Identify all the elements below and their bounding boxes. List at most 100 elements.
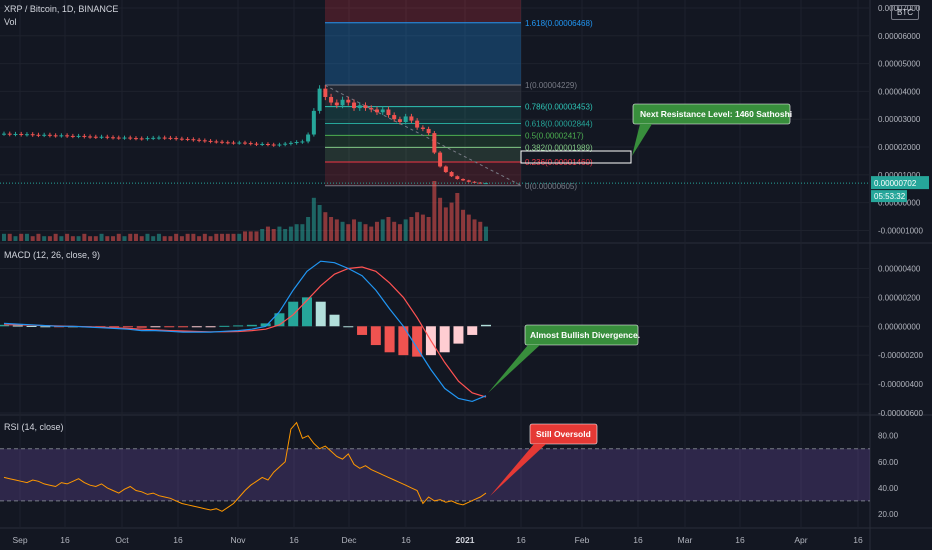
volume-bar [59,236,64,241]
price-candle [116,137,121,139]
rsi-tick-label: 60.00 [878,458,899,467]
price-candle [311,110,316,135]
volume-bar [397,224,402,241]
volume-bar [208,236,213,241]
macd-tick-label: 0.00000200 [878,293,921,302]
macd-histogram-bar [481,324,491,327]
price-candle [334,102,339,106]
volume-bar [311,197,316,241]
price-candle [47,134,52,136]
price-candle [65,135,70,137]
volume-bar [13,236,18,241]
macd-histogram-bar [246,324,257,327]
rsi-label[interactable]: RSI (14, close) [4,422,64,432]
rsi-tick-label: 80.00 [878,432,899,441]
price-candle [111,137,116,139]
time-tick-label: 16 [735,535,745,545]
volume-bar [386,217,391,241]
price-candle [397,119,402,122]
volume-bar [380,219,385,241]
price-tick-label: 0.00003000 [878,115,921,124]
price-tick-label: 0.00006000 [878,32,921,41]
volume-bar [352,219,357,241]
price-candle [455,176,460,179]
time-tick-label: 16 [516,535,526,545]
fib-zone [325,147,521,163]
price-candle [133,138,138,140]
price-candle [122,137,127,139]
volume-bar [139,236,144,241]
volume-bar [466,214,471,241]
price-candle [472,181,477,183]
macd-histogram-bar [301,297,312,327]
fib-trend-line [324,84,522,186]
volume-bar [185,233,190,241]
price-candle [323,88,328,97]
price-candle [82,135,87,137]
macd-line [3,260,487,403]
volume-bar [300,224,305,241]
price-candle [260,143,265,145]
macd-histogram-bar [205,326,216,328]
volume-bar [220,233,225,241]
price-candle [392,115,397,120]
fib-level-label: 0(0.00000605) [525,182,577,191]
macd-histogram-bar [370,326,381,346]
fib-level-label: 0.382(0.00001989) [525,143,593,152]
time-tick-label: Feb [575,535,590,545]
price-candle [42,134,47,136]
price-candle [208,140,213,142]
volume-bar [105,236,110,241]
macd-histogram-bar [0,324,9,327]
price-candle [426,128,431,134]
volume-bar [472,219,477,241]
macd-histogram-bar [150,326,161,328]
volume-bar [294,224,299,241]
fib-level-label: 0.5(0.00002417) [525,131,584,140]
volume-bar [70,236,75,241]
currency-badge[interactable]: BTC [891,5,919,20]
price-candle [151,137,156,139]
volume-bar [156,233,161,241]
fib-level-label: 1(0.00004229) [525,81,577,90]
countdown-tag [871,190,907,203]
price-candle [231,142,236,144]
volume-bar [122,236,127,241]
resistance-highlight-box [520,150,632,164]
fib-level-label: 1.618(0.00006468) [525,19,593,28]
macd-label[interactable]: MACD (12, 26, close, 9) [4,250,101,260]
symbol-title[interactable]: XRP / Bitcoin, 1D, BINANCE [4,4,119,14]
price-candle [363,105,368,109]
macd-histogram-bar [164,326,175,328]
divergence-callout-pointer [488,345,540,393]
volume-bar [42,236,47,241]
volume-bar [317,205,322,241]
price-tick-label: 0.00001000 [878,171,921,180]
volume-bar [283,229,288,241]
price-candle [59,135,64,137]
divergence-callout-text: Almost Bullish Divergence. [530,330,640,340]
macd-histogram-bar [233,325,244,327]
price-candle [139,138,144,140]
volume-bar [225,233,230,241]
price-candle [432,133,437,153]
macd-tick-label: -0.00000200 [878,351,923,360]
price-candle [179,138,184,140]
macd-histogram-bar [109,326,120,328]
time-tick-label: 16 [60,535,70,545]
price-candle [156,137,161,139]
volume-bar [36,233,41,241]
volume-label[interactable]: Vol [4,17,17,27]
volume-bar [323,212,328,241]
price-candle [145,138,150,140]
macd-histogram-bar [219,325,230,327]
macd-histogram-bar [191,326,202,328]
price-candle [248,143,253,145]
price-candle [202,140,207,142]
macd-histogram-bar [453,326,464,344]
price-candle [93,136,98,138]
price-candle [88,136,93,138]
volume-bar [76,236,81,241]
